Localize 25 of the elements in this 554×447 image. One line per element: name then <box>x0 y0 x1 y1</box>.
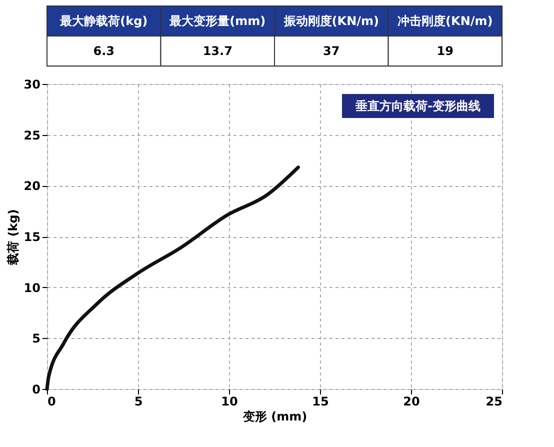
text: 13.7 <box>202 44 232 58</box>
x-tick-label: 25 <box>486 394 502 408</box>
y-tick-label: 10 <box>24 280 40 295</box>
y-tick-label: 25 <box>24 128 40 142</box>
text: 37 <box>323 44 340 58</box>
y-tick-label: 15 <box>24 230 40 244</box>
y-tick-label: 20 <box>24 179 40 194</box>
x-tick-label: 10 <box>221 394 238 408</box>
x-tick-label: 0 <box>48 394 56 408</box>
text: 最大静载荷(kg) <box>59 14 148 28</box>
y-tick-label: 0 <box>32 382 40 396</box>
x-axis-title: 变形 (mm) <box>242 410 308 424</box>
x-tick-label: 20 <box>403 394 420 408</box>
y-axis-title: 载荷 (kg) <box>6 209 20 266</box>
text: 振动刚度(KN/m) <box>282 14 379 28</box>
text: 6.3 <box>93 44 115 58</box>
line-series <box>45 166 300 391</box>
y-tick-label: 30 <box>24 78 40 92</box>
x-tick-label: 15 <box>312 394 329 408</box>
text: 冲击刚度(KN/m) <box>398 14 493 28</box>
x-tick-label: 5 <box>134 394 143 408</box>
y-tick-label: 5 <box>32 332 40 346</box>
text: 19 <box>436 44 454 58</box>
text: 最大变形量(mm) <box>168 14 266 28</box>
text: 垂直方向载荷-变形曲线 <box>354 99 480 113</box>
